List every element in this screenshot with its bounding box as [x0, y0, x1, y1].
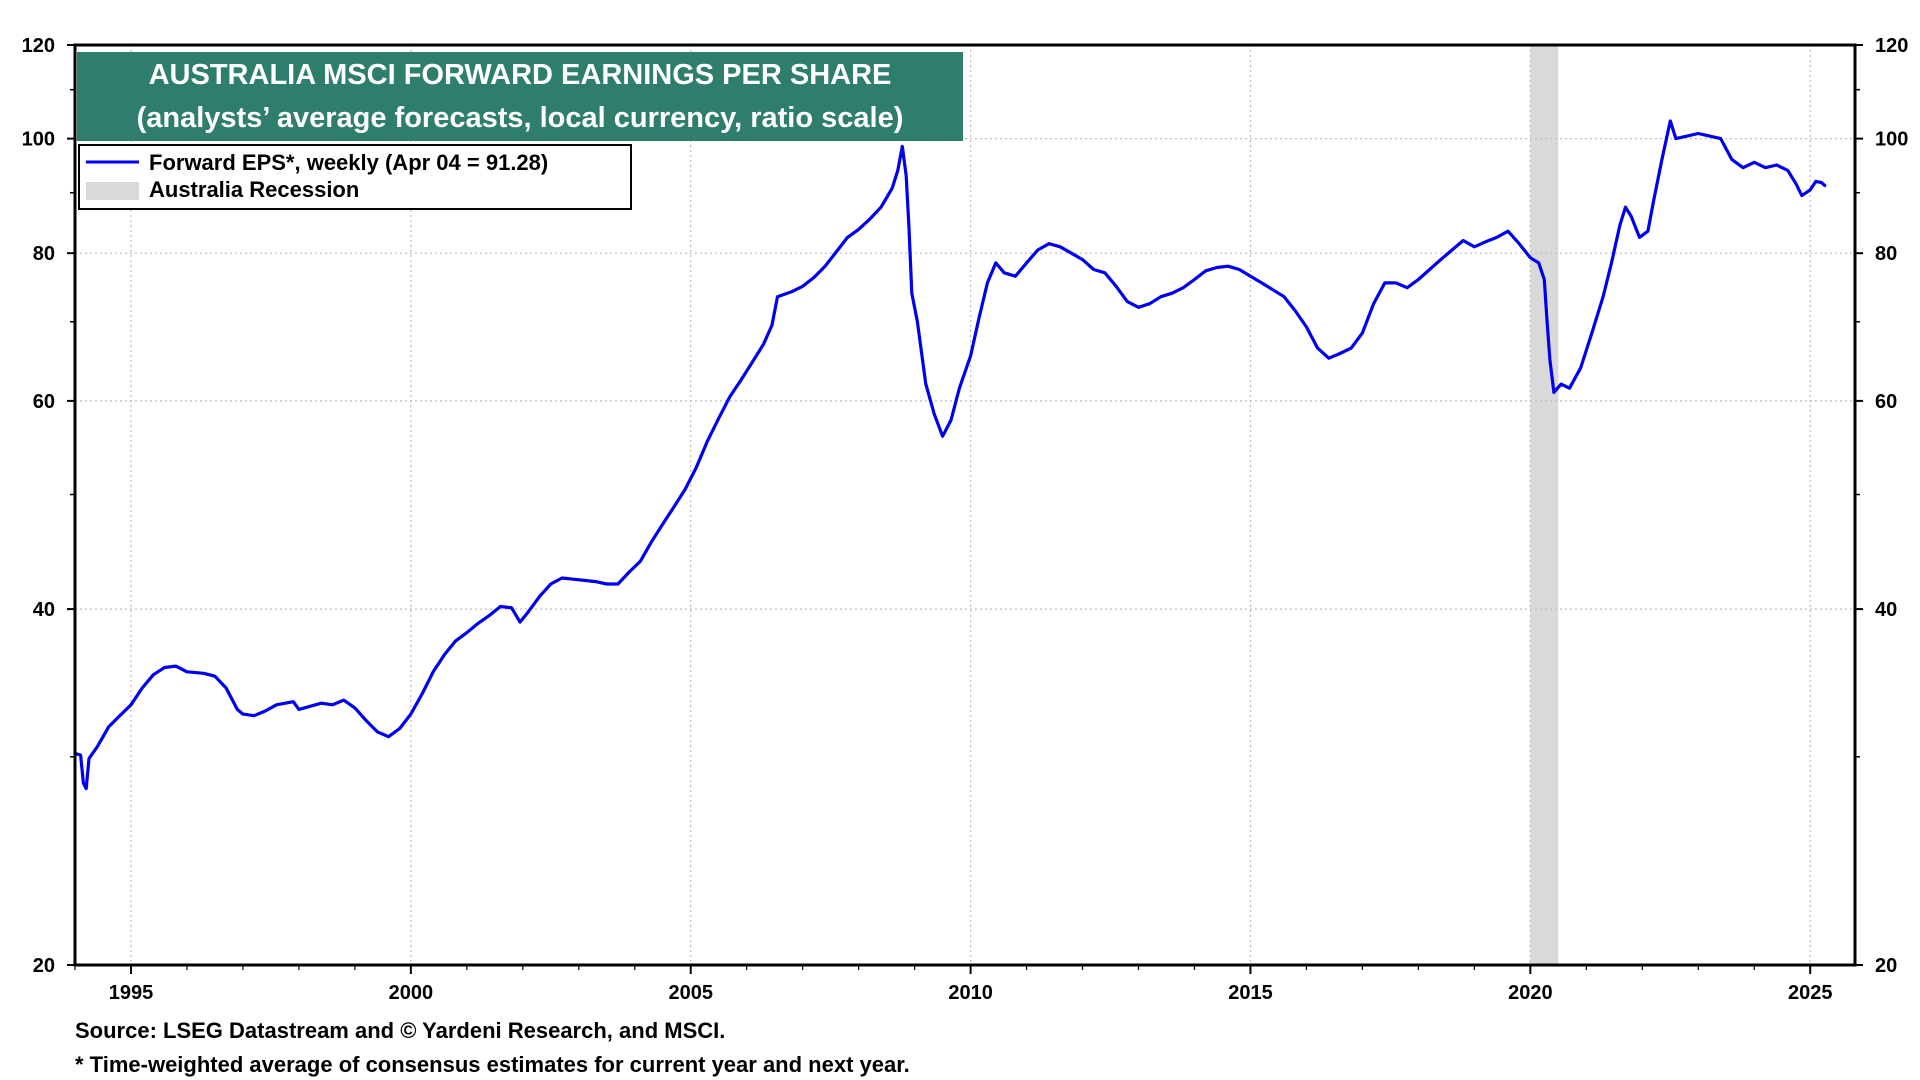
legend: Forward EPS*, weekly (Apr 04 = 91.28) Au… — [78, 144, 632, 210]
chart-title: AUSTRALIA MSCI FORWARD EARNINGS PER SHAR… — [149, 59, 892, 91]
recession-band-0 — [1530, 45, 1559, 965]
series-layer — [73, 119, 1827, 791]
x-tick-label-2010: 2010 — [948, 982, 993, 1004]
plot-frame — [73, 43, 1857, 967]
footnote: * Time-weighted average of consensus est… — [75, 1052, 910, 1077]
chart-subtitle: (analysts’ average forecasts, local curr… — [137, 102, 904, 134]
source-note: Source: LSEG Datastream and © Yardeni Re… — [75, 1018, 725, 1043]
y-axis-left: 20 40 60 80 100 120 — [22, 35, 75, 977]
y-tick-label-left-100: 100 — [22, 129, 55, 151]
series-line-forward-eps — [73, 119, 1827, 791]
title-background — [77, 52, 963, 141]
x-tick-label-2005: 2005 — [668, 982, 713, 1004]
x-tick-label-2020: 2020 — [1508, 982, 1553, 1004]
y-tick-label-right-80: 80 — [1875, 243, 1897, 265]
legend-recession-swatch — [86, 182, 139, 200]
x-tick-label-2015: 2015 — [1228, 982, 1273, 1004]
y-tick-label-left-40: 40 — [33, 599, 55, 621]
y-tick-label-right-120: 120 — [1875, 35, 1908, 57]
legend-recession-label: Australia Recession — [149, 177, 359, 202]
recession-bands — [1530, 45, 1559, 965]
y-tick-label-right-20: 20 — [1875, 955, 1897, 977]
x-tick-label-2000: 2000 — [389, 982, 434, 1004]
x-tick-label-2025: 2025 — [1788, 982, 1833, 1004]
y-tick-label-right-40: 40 — [1875, 599, 1897, 621]
legend-frame — [78, 144, 632, 210]
y-tick-label-right-60: 60 — [1875, 391, 1897, 413]
x-axis: 1995 2000 2005 2010 2015 2020 2025 — [74, 965, 1833, 1004]
title-box: AUSTRALIA MSCI FORWARD EARNINGS PER SHAR… — [77, 52, 963, 141]
y-tick-label-right-100: 100 — [1875, 129, 1908, 151]
y-axis-right: 20 40 60 80 100 120 — [1855, 35, 1908, 977]
y-tick-label-left-120: 120 — [22, 35, 55, 57]
y-tick-label-left-60: 60 — [33, 391, 55, 413]
y-tick-label-left-20: 20 — [33, 955, 55, 977]
y-tick-label-left-80: 80 — [33, 243, 55, 265]
legend-series-label: Forward EPS*, weekly (Apr 04 = 91.28) — [149, 150, 548, 175]
x-tick-label-1995: 1995 — [109, 982, 154, 1004]
